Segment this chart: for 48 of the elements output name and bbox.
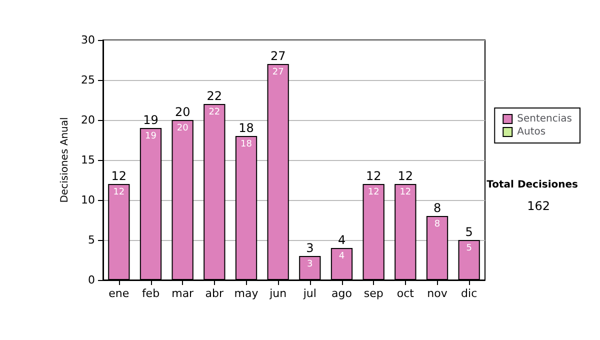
data-label: 12 bbox=[368, 188, 380, 198]
x-tick-label: ene bbox=[108, 287, 130, 300]
data-label: 12 bbox=[113, 188, 125, 198]
x-tick-label: dic bbox=[461, 287, 478, 300]
x-tick-label: may bbox=[234, 287, 259, 300]
total-label: 12 bbox=[366, 169, 382, 183]
data-label: 18 bbox=[240, 140, 252, 150]
data-label: 19 bbox=[145, 132, 157, 142]
legend-label: Sentencias bbox=[517, 114, 572, 124]
y-tick-label: 0 bbox=[88, 274, 95, 286]
y-tick-label: 25 bbox=[81, 74, 95, 86]
x-tick-label: jul bbox=[302, 287, 316, 300]
total-label: 20 bbox=[174, 105, 190, 119]
y-tick-label: 30 bbox=[81, 34, 95, 46]
total-label: 22 bbox=[206, 89, 222, 103]
data-label: 22 bbox=[208, 108, 220, 118]
total-label: 3 bbox=[306, 241, 314, 255]
data-label: 3 bbox=[307, 260, 313, 270]
total-label: 18 bbox=[238, 121, 254, 135]
data-label: 5 bbox=[466, 244, 472, 254]
data-label: 12 bbox=[400, 188, 412, 198]
y-tick-label: 15 bbox=[81, 154, 95, 166]
total-label: 5 bbox=[465, 225, 473, 239]
x-tick-label: oct bbox=[396, 287, 415, 300]
total-label: 12 bbox=[398, 169, 414, 183]
y-tick-label: 10 bbox=[81, 194, 95, 206]
data-label: 20 bbox=[176, 124, 189, 134]
x-tick-label: abr bbox=[205, 287, 224, 300]
total-label: 4 bbox=[338, 233, 346, 247]
total-label: 19 bbox=[143, 113, 158, 127]
legend-label: Autos bbox=[517, 126, 546, 138]
total-label: 12 bbox=[111, 169, 127, 183]
total-label: 8 bbox=[433, 201, 442, 215]
x-tick-label: mar bbox=[172, 287, 194, 300]
x-tick-label: sep bbox=[364, 287, 384, 300]
text: 162 bbox=[527, 199, 550, 213]
text: Total Decisiones bbox=[486, 180, 578, 190]
data-label: 4 bbox=[338, 252, 345, 262]
y-tick-label: 20 bbox=[81, 114, 95, 126]
y-axis-title: Decisiones Anual bbox=[60, 117, 71, 203]
x-tick-label: ago bbox=[332, 287, 352, 300]
data-label: 27 bbox=[272, 68, 284, 78]
data-label: 8 bbox=[434, 220, 440, 230]
x-tick-label: feb bbox=[142, 287, 160, 300]
total-label: 27 bbox=[270, 49, 286, 63]
x-tick-label: nov bbox=[427, 287, 448, 300]
y-tick-label: 5 bbox=[88, 234, 95, 246]
x-tick-label: jun bbox=[268, 287, 287, 300]
